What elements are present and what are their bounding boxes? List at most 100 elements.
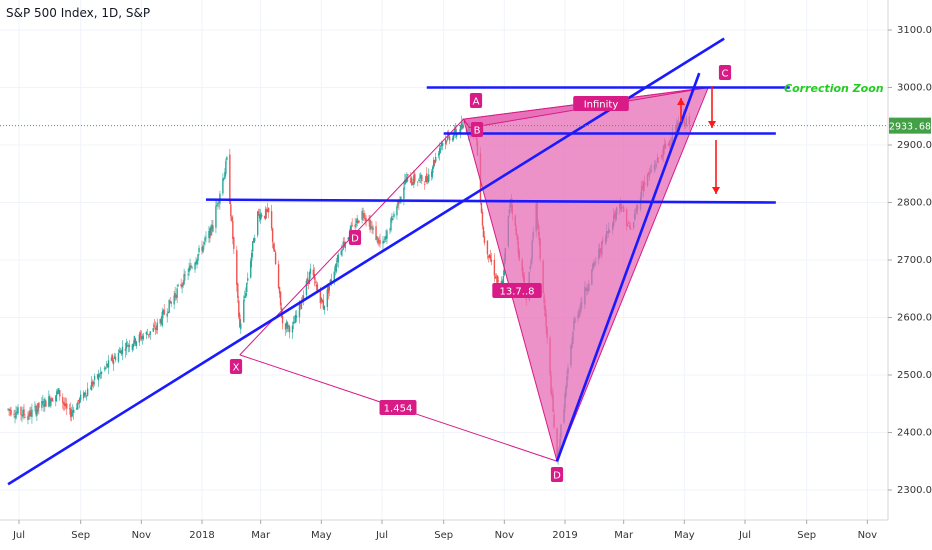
ratio-label-infinity[interactable] <box>573 96 629 111</box>
candle-body <box>444 139 447 144</box>
ratio-label-infinity-text: Infinity <box>584 100 619 111</box>
candle-body <box>43 403 45 407</box>
point-label-b[interactable] <box>470 122 484 137</box>
candle-body <box>334 269 336 271</box>
candle-body <box>393 213 395 218</box>
candle-body <box>78 398 81 404</box>
grid <box>0 0 888 520</box>
candle-body <box>132 343 135 347</box>
candle-body <box>272 243 275 250</box>
candle-body <box>480 202 483 213</box>
time-scale[interactable]: Jul Sep Nov 2018 Mar May Jul Sep Nov 2019 Mar May Ju… <box>12 520 877 541</box>
candle-body <box>191 267 193 269</box>
candle-body <box>103 368 106 370</box>
candle-body <box>493 259 496 276</box>
arrow-up <box>677 98 685 122</box>
candle-body <box>223 178 225 180</box>
candle-body <box>494 276 497 279</box>
candle-body <box>382 241 384 244</box>
time-tick-label: 2018 <box>189 530 214 541</box>
candle-body <box>229 154 231 204</box>
candle-body <box>488 254 491 258</box>
candle-body <box>379 240 381 244</box>
candle-body <box>113 356 116 359</box>
trendline-long[interactable] <box>7 37 725 486</box>
level-line-lower[interactable] <box>205 198 776 204</box>
candle-body <box>305 280 308 296</box>
candle-body <box>361 211 363 220</box>
candle-body <box>298 301 301 318</box>
point-label-inner-d[interactable] <box>348 230 362 245</box>
candle-body <box>286 322 289 329</box>
candle-body <box>203 242 205 245</box>
candle-body <box>312 269 315 276</box>
point-label-d-text: D <box>553 471 561 482</box>
candle-body <box>328 286 330 291</box>
candle-body <box>417 181 419 183</box>
candle-body <box>28 413 30 417</box>
candle-body <box>62 396 64 403</box>
point-label-x[interactable] <box>229 359 243 374</box>
candle-body <box>168 299 170 313</box>
candle-body <box>256 211 259 236</box>
point-label-c[interactable] <box>718 65 732 80</box>
candle-body <box>98 375 101 377</box>
price-tick-label: 2400.00 <box>897 428 932 439</box>
candle-body <box>372 227 374 230</box>
point-label-d[interactable] <box>550 467 564 482</box>
price-tick-label: 2600.00 <box>897 313 932 324</box>
candle-body <box>489 255 492 260</box>
candle-body <box>273 249 276 252</box>
time-tick-label: Nov <box>132 530 152 541</box>
candle-body <box>37 403 39 412</box>
candle-body <box>59 390 61 397</box>
time-tick-label: Sep <box>434 530 453 541</box>
candle-body <box>389 229 391 231</box>
candle-body <box>10 410 12 415</box>
candle-body <box>440 143 443 147</box>
candle-body <box>280 307 283 318</box>
point-label-a[interactable] <box>469 93 483 108</box>
candle-body <box>188 267 190 273</box>
candle-body <box>20 407 22 415</box>
candle-body <box>159 319 161 324</box>
candle-body <box>452 135 455 140</box>
pattern-leg-xab <box>239 118 470 356</box>
candle-body <box>441 143 444 146</box>
candle-body <box>71 412 73 417</box>
ratio-label-1454[interactable] <box>379 400 417 415</box>
candle-body <box>407 174 409 176</box>
price-scale[interactable]: 2300.00 2400.00 2500.00 2600.00 2700.00 2800.… <box>888 25 932 496</box>
candle-body <box>236 250 238 285</box>
candle-body <box>396 206 398 216</box>
candle-body <box>92 381 95 385</box>
candle-body <box>267 207 270 213</box>
candle-body <box>118 350 121 353</box>
candle-body <box>96 374 99 379</box>
arrow-down-lower <box>712 140 720 194</box>
candle-body <box>15 412 17 419</box>
candle-body <box>198 247 200 253</box>
candle-body <box>233 237 235 249</box>
candle-body <box>35 406 37 415</box>
candle-body <box>131 344 134 350</box>
ratio-label-1378[interactable] <box>492 283 542 298</box>
candle-body <box>370 226 372 229</box>
candle-body <box>72 410 74 413</box>
candle-body <box>231 216 233 221</box>
candle-body <box>385 235 387 240</box>
candle-body <box>145 332 148 335</box>
candle-body <box>160 319 162 323</box>
candle-body <box>8 409 10 410</box>
candle-body <box>369 220 371 230</box>
arrow-down-upper <box>708 86 716 128</box>
candle-body <box>410 177 412 183</box>
trendline-rally[interactable] <box>555 72 701 462</box>
candle-body <box>271 228 274 243</box>
time-scale-background <box>0 520 932 550</box>
candle-body <box>446 135 449 140</box>
candle-body <box>351 224 353 226</box>
candle-body <box>356 218 358 224</box>
candle-body <box>124 348 127 351</box>
